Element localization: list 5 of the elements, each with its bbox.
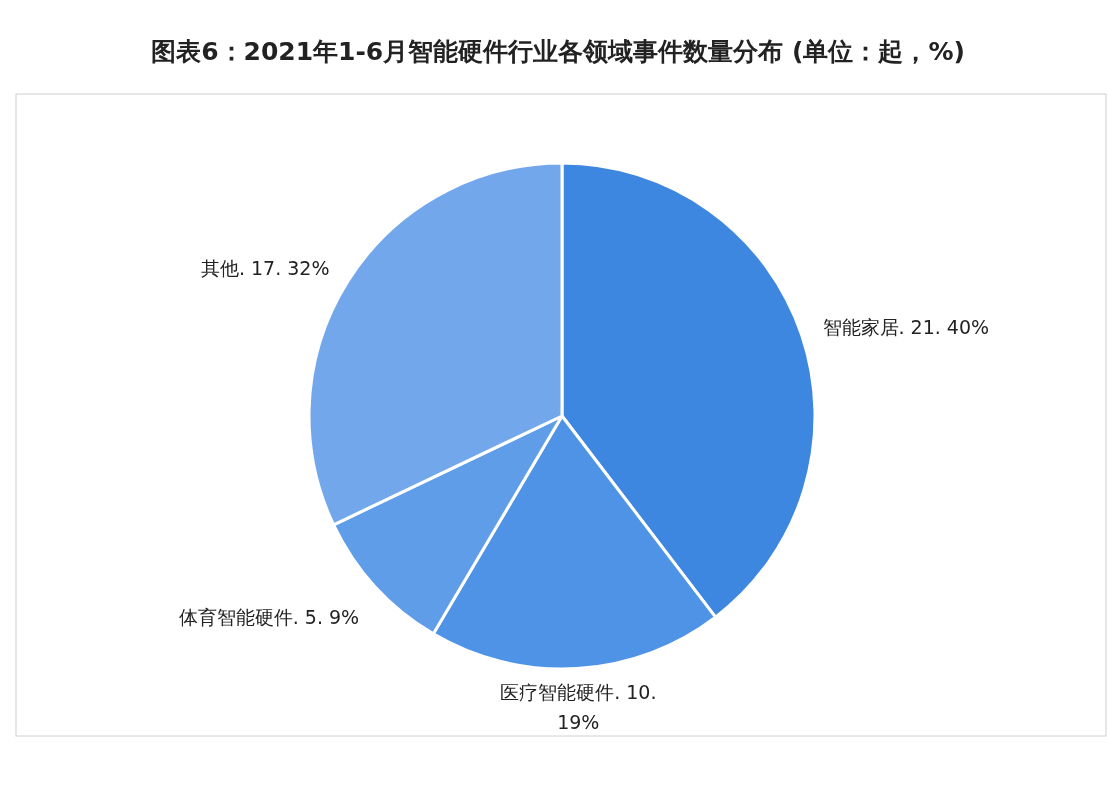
- chart-title: 图表6：2021年1-6月智能硬件行业各领域事件数量分布 (单位：起，%): [151, 37, 965, 66]
- slice-label: 其他. 17. 32%: [200, 257, 330, 280]
- slice-label: 医疗智能硬件. 10. 19%: [500, 680, 657, 733]
- slice-label: 智能家居. 21. 40%: [822, 315, 990, 338]
- slice-label: 体育智能硬件. 5. 9%: [178, 605, 360, 628]
